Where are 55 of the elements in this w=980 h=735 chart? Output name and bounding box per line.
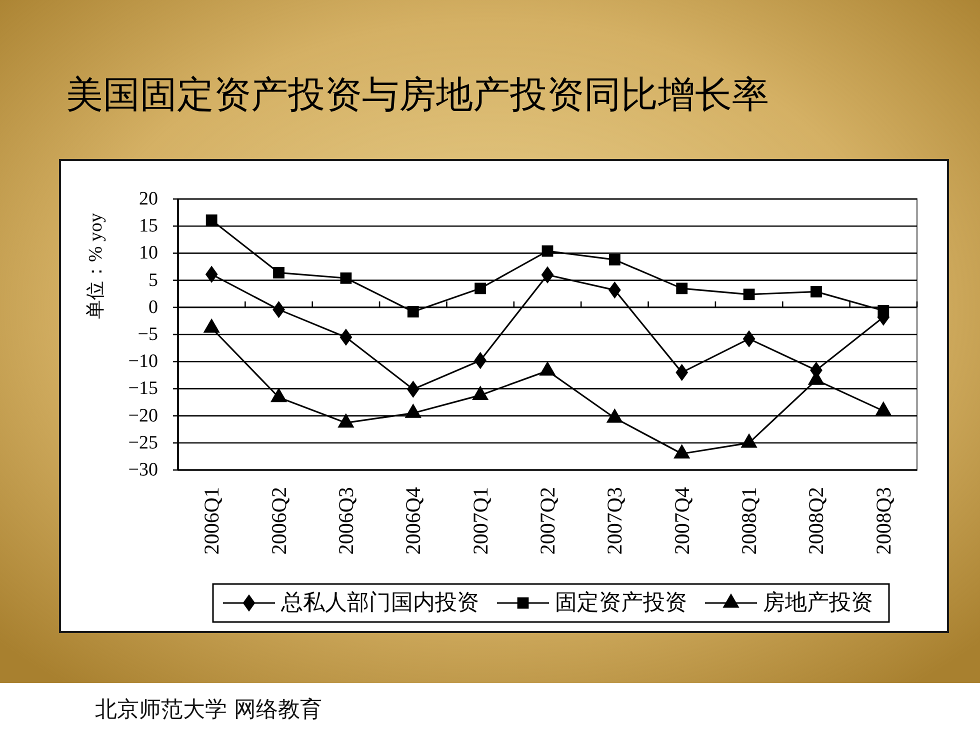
point bbox=[404, 403, 422, 418]
x-tick-label: 2008Q3 bbox=[871, 487, 896, 555]
y-tick-label: 15 bbox=[139, 216, 158, 237]
y-tick-label: −10 bbox=[128, 351, 158, 372]
point bbox=[740, 433, 758, 448]
legend-label: 总私人部门国内投资 bbox=[280, 590, 479, 616]
y-tick-label: −30 bbox=[128, 460, 158, 480]
y-tick-label: −15 bbox=[128, 378, 158, 400]
y-tick-label: −25 bbox=[128, 432, 158, 454]
point bbox=[205, 266, 218, 283]
x-tick-label: 2006Q1 bbox=[200, 487, 224, 555]
y-tick-label: −5 bbox=[138, 324, 158, 345]
x-tick-label: 2007Q4 bbox=[670, 486, 694, 555]
x-tick-label: 2007Q1 bbox=[468, 487, 492, 555]
y-tick-label: 10 bbox=[139, 242, 158, 264]
point bbox=[474, 282, 486, 294]
point bbox=[674, 444, 690, 459]
point bbox=[875, 401, 892, 416]
legend-label: 房地产投资 bbox=[763, 590, 873, 616]
x-tick-label: 2008Q1 bbox=[737, 487, 762, 555]
point bbox=[608, 254, 620, 266]
point bbox=[743, 288, 755, 300]
point bbox=[340, 328, 352, 346]
point bbox=[206, 214, 218, 226]
x-tick-label: 2006Q3 bbox=[334, 487, 358, 555]
point bbox=[340, 272, 352, 284]
point bbox=[474, 352, 487, 370]
point bbox=[541, 266, 554, 284]
point bbox=[810, 286, 822, 298]
point bbox=[472, 386, 489, 400]
x-tick-label: 2007Q3 bbox=[602, 487, 627, 555]
x-tick-label: 2006Q2 bbox=[266, 487, 291, 555]
y-tick-label: 0 bbox=[148, 296, 158, 318]
x-tick-label: 2006Q4 bbox=[401, 486, 426, 555]
point bbox=[676, 282, 688, 294]
y-tick-label: −20 bbox=[128, 405, 158, 426]
y-axis-title: 单位：% yoy bbox=[86, 212, 106, 320]
chart-title: 美国固定资产投资与房地产投资同比增长率 bbox=[66, 73, 769, 116]
point bbox=[676, 364, 688, 382]
point bbox=[273, 267, 284, 278]
point bbox=[742, 330, 756, 348]
legend-label: 固定资产投资 bbox=[555, 590, 687, 616]
point bbox=[542, 245, 554, 257]
point bbox=[878, 304, 890, 316]
point bbox=[270, 388, 288, 402]
x-tick-label: 2007Q2 bbox=[536, 487, 560, 555]
text: 北京师范大学 网络教育 bbox=[95, 696, 322, 722]
x-tick-label: 2008Q2 bbox=[804, 487, 828, 555]
point bbox=[608, 281, 621, 299]
point bbox=[338, 413, 354, 428]
point bbox=[539, 361, 556, 376]
point bbox=[407, 306, 419, 318]
y-tick-label: 20 bbox=[139, 188, 158, 210]
point bbox=[606, 408, 624, 423]
y-tick-label: 5 bbox=[148, 270, 158, 291]
